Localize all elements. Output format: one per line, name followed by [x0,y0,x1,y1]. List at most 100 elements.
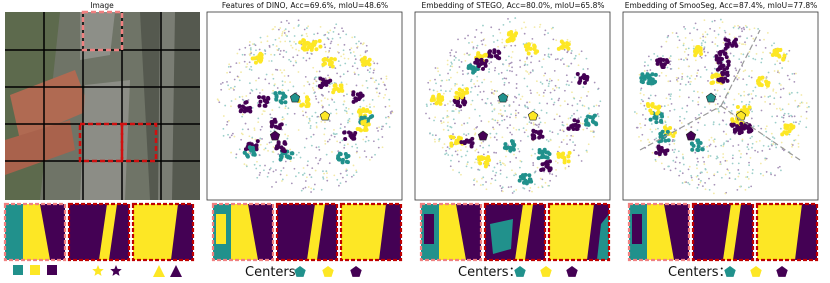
embedding-point [447,129,449,131]
embedding-point [348,58,350,60]
embedding-point [456,72,458,74]
cluster-point [537,156,541,160]
embedding-point [511,66,513,68]
cluster-point [471,71,475,75]
embedding-point [748,178,750,180]
embedding-point [465,134,467,136]
embedding-point [679,89,681,91]
embedding-point [752,169,754,171]
embedding-point [246,165,248,167]
embedding-point [549,130,551,132]
embedding-point [500,170,502,172]
embedding-point [715,37,717,39]
cluster-point [653,80,657,84]
embedding-point [650,59,652,61]
embedding-point [442,147,444,149]
legend-square [13,265,23,275]
embedding-point [683,164,685,166]
embedding-point [342,30,344,32]
embedding-point [722,21,724,23]
cluster-point [288,156,292,160]
embedding-point [320,121,322,123]
embedding-point [747,171,749,173]
embedding-point [789,134,791,136]
embedding-point [348,108,350,110]
embedding-point [338,33,340,35]
embedding-point [515,29,517,31]
embedding-point [721,177,723,179]
embedding-point [288,75,290,77]
embedding-point [669,63,671,65]
embedding-point [682,172,684,174]
segmentation-thumbnail [485,204,545,260]
embedding-point [501,115,503,117]
embedding-point [362,139,364,141]
embedding-point [251,89,253,91]
embedding-point [780,88,782,90]
embedding-point [315,80,317,82]
embedding-point [256,161,258,163]
embedding-point [366,136,368,138]
embedding-point [735,67,737,69]
embedding-point [516,83,518,85]
segment [424,214,434,244]
embedding-point [719,95,721,97]
embedding-point [249,61,251,63]
embedding-point [282,80,284,82]
embedding-point [494,136,496,138]
embedding-point [797,92,799,94]
embedding-point [500,173,502,175]
embedding-point [476,80,478,82]
cluster-point [458,104,462,108]
embedding-point [327,31,329,33]
embedding-point [761,58,763,60]
embedding-point [555,39,557,41]
embedding-point [457,38,459,40]
embedding-point [651,131,653,133]
embedding-point [644,70,646,72]
embedding-point [737,25,739,27]
embedding-point [791,146,793,148]
embedding-point [532,148,534,150]
cluster-point [481,54,485,58]
embedding-point [541,66,543,68]
embedding-point [791,73,793,75]
embedding-point [449,52,451,54]
embedding-point [738,144,740,146]
embedding-point [699,37,701,39]
embedding-point [491,110,493,112]
embedding-point [697,69,699,71]
embedding-point [385,117,387,119]
embedding-point [780,109,782,111]
embedding-point [378,83,380,85]
embedding-point [235,157,237,159]
embedding-point [663,168,665,170]
embedding-point [311,176,313,178]
cluster-point [476,60,480,64]
embedding-point [324,143,326,145]
embedding-point [693,27,695,29]
embedding-point [720,145,722,147]
embedding-point [354,73,356,75]
embedding-point [686,59,688,61]
embedding-point [504,77,506,79]
embedding-point [732,163,734,165]
embedding-point [492,119,494,121]
embedding-point [504,47,506,49]
embedding-point [740,36,742,38]
embedding-point [548,185,550,187]
embedding-point [445,150,447,152]
embedding-point [722,119,724,121]
embedding-point [258,77,260,79]
embedding-point [544,72,546,74]
cluster-point [278,91,282,95]
embedding-point [248,152,250,154]
segment [5,204,23,260]
embedding-point [503,105,505,107]
embedding-point [319,71,321,73]
embedding-point [681,78,683,80]
embedding-point [428,117,430,119]
embedding-point [592,130,594,132]
embedding-point [329,29,331,31]
embedding-point [388,117,390,119]
